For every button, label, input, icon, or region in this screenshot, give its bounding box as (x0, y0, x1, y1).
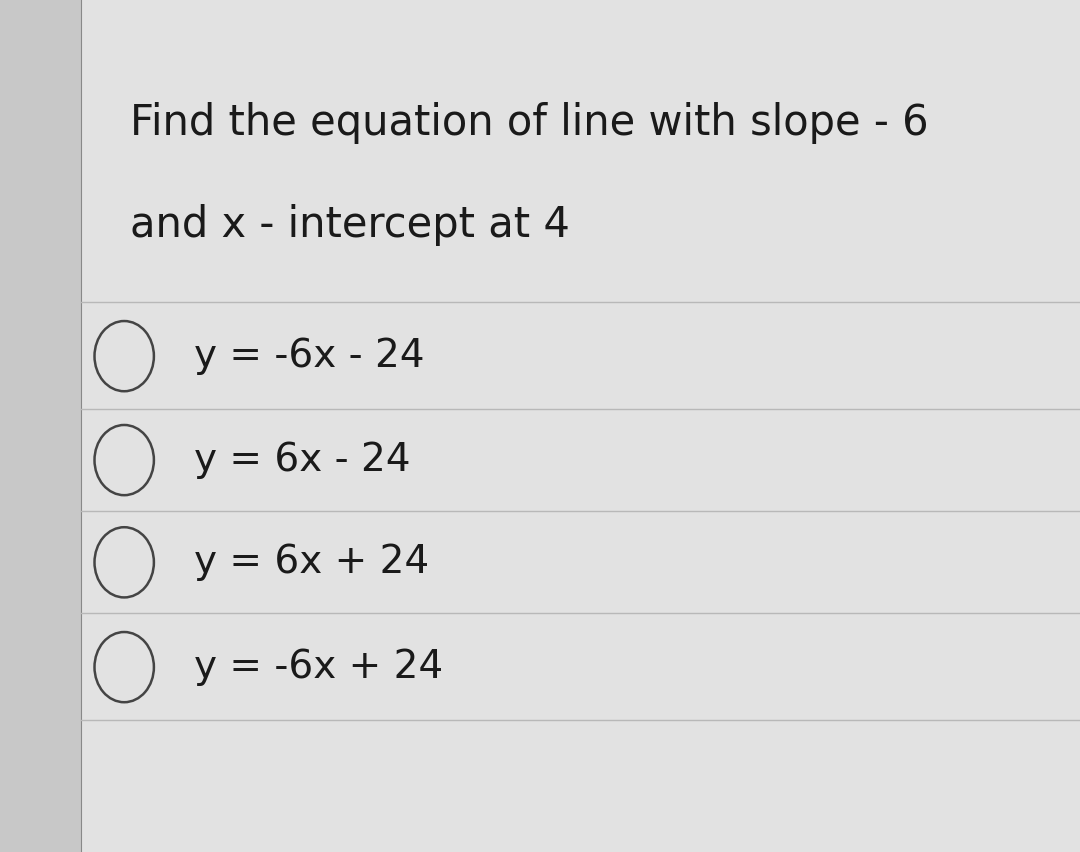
Text: y = -6x - 24: y = -6x - 24 (194, 337, 424, 375)
Text: y = -6x + 24: y = -6x + 24 (194, 648, 444, 686)
Text: y = 6x - 24: y = 6x - 24 (194, 441, 410, 479)
Text: Find the equation of line with slope - 6: Find the equation of line with slope - 6 (130, 102, 928, 144)
Bar (0, 0, 81, 852)
Text: and x - intercept at 4: and x - intercept at 4 (130, 204, 569, 246)
Text: y = 6x + 24: y = 6x + 24 (194, 544, 430, 581)
